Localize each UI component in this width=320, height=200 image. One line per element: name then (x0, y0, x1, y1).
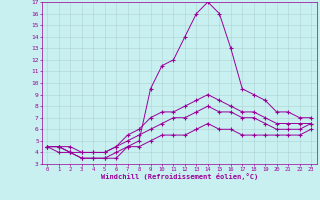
X-axis label: Windchill (Refroidissement éolien,°C): Windchill (Refroidissement éolien,°C) (100, 173, 258, 180)
